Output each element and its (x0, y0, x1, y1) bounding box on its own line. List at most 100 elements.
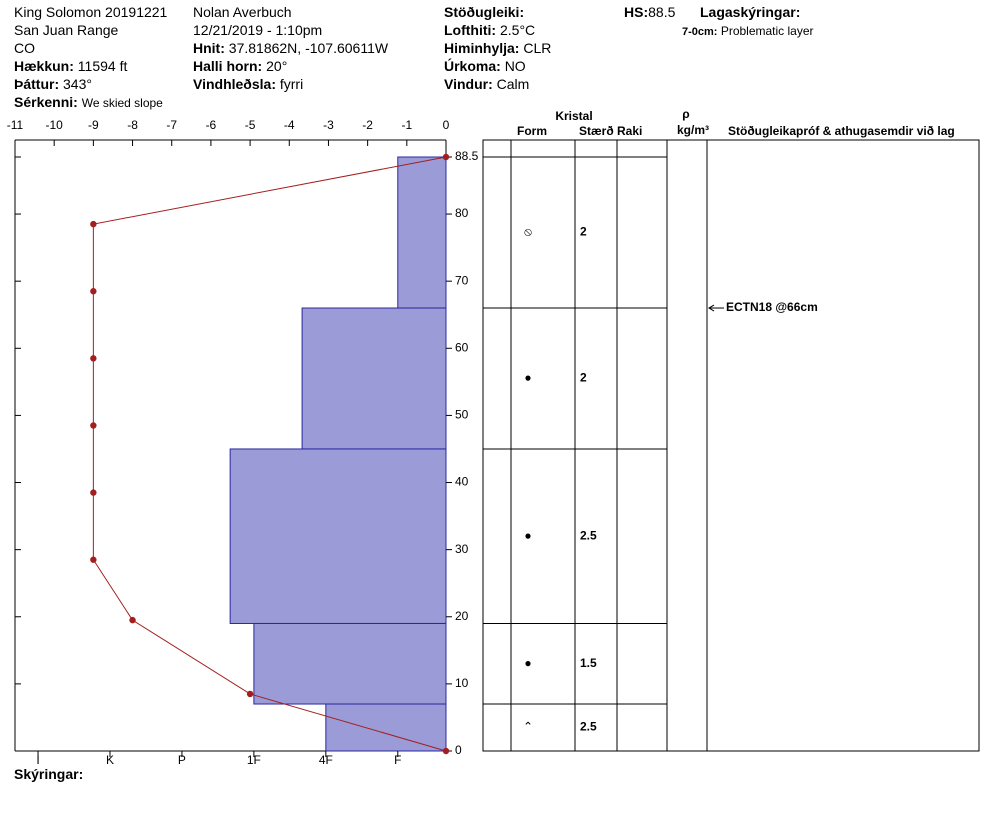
hardness-tick-label: I (36, 753, 39, 767)
hardness-tick-label: P (178, 753, 186, 767)
label: Skýringar: (14, 766, 84, 782)
layer-bar (253, 622, 447, 705)
col-header: Stærð (579, 124, 614, 138)
grain-size: 2 (580, 225, 587, 239)
temperature-point (90, 288, 97, 295)
grain-size: 2.5 (580, 528, 597, 542)
label: Lofthiti: (444, 22, 497, 38)
layer-notes-title: Lagaskýringar: (700, 3, 800, 21)
date: 12/21/2019 - 1:10pm (193, 22, 323, 38)
table-frame (482, 139, 980, 752)
observer: Nolan Averbuch (193, 4, 292, 20)
temperature-point (90, 355, 97, 362)
value: 11594 ft (77, 58, 128, 74)
precip: Úrkoma: NO (444, 57, 551, 75)
elevation: Hækkun: 11594 ft (14, 57, 167, 75)
label: Stöðugleiki: (444, 4, 525, 20)
y-tick-label: 60 (455, 340, 469, 354)
wind: Vindur: Calm (444, 75, 551, 93)
layer-bar (301, 307, 447, 450)
value: 88.5 (648, 4, 676, 20)
label: Sérkenni: (14, 94, 78, 110)
temperature-point (129, 616, 136, 624)
x-tick-label: -9 (88, 118, 99, 132)
label: Himinhylja: (444, 40, 520, 56)
note: Problematic layer (720, 24, 814, 38)
y-tick-label: 70 (455, 273, 469, 287)
state: CO (14, 40, 35, 56)
x-tick-label: 0 (443, 118, 450, 132)
label: Vindhleðsla: (193, 76, 276, 92)
temperature-point (246, 690, 254, 698)
label: Hækkun: (14, 58, 74, 74)
y-tick-label: 50 (455, 408, 469, 422)
layer-bar (325, 703, 447, 752)
value: We skied slope (81, 96, 163, 110)
y-tick-label: 30 (455, 542, 469, 556)
x-tick-label: -1 (401, 118, 412, 132)
temperature-point (90, 556, 97, 563)
x-tick-label: -3 (323, 118, 334, 132)
hardness-tick-label: 4F (319, 753, 333, 767)
layer-note: 7-0cm: Problematic layer (682, 22, 814, 41)
range: 7-0cm: (682, 26, 718, 38)
y-tick-label: 88.5 (455, 149, 479, 163)
header-col2: Nolan Averbuch 12/21/2019 - 1:10pm Hnit:… (193, 3, 388, 93)
layer-bar (397, 156, 447, 309)
col-header: kg/m³ (677, 123, 709, 137)
y-tick-label: 0 (455, 743, 462, 757)
grain-form: ● (524, 656, 531, 670)
value: 343° (63, 76, 92, 92)
y-tick-label: 40 (455, 475, 469, 489)
feature: Sérkenni: We skied slope (14, 93, 167, 112)
slope: Halli horn: 20° (193, 57, 388, 75)
range: San Juan Range (14, 22, 119, 38)
value: 37.81862N, -107.60611W (228, 40, 389, 56)
sky: Himinhylja: CLR (444, 39, 551, 57)
x-tick-label: -4 (284, 118, 295, 132)
label: Úrkoma: (444, 58, 501, 74)
col-header: Stöðugleikapróf & athugasemdir við lag (728, 124, 955, 138)
temperature-line (92, 156, 447, 752)
y-tick-label: 20 (455, 609, 469, 623)
col-header: ρ (682, 107, 689, 121)
test-label: ECTN18 @66cm (726, 300, 818, 314)
grain-form: ⦸ (524, 225, 532, 239)
header-col1: King Solomon 20191221 San Juan Range CO … (14, 3, 167, 112)
temperature-point (442, 153, 450, 161)
grain-size: 1.5 (580, 656, 597, 670)
wind-loading: Vindhleðsla: fyrri (193, 75, 388, 93)
grain-size: 2 (580, 371, 587, 385)
grain-form: ⌃ (523, 720, 533, 734)
hardness-tick-label: F (394, 753, 401, 767)
label: Þáttur: (14, 76, 60, 92)
y-tick-label: 80 (455, 206, 469, 220)
col-header: Raki (617, 124, 642, 138)
value: 2.5°C (499, 22, 536, 38)
air-temp: Lofthiti: 2.5°C (444, 21, 551, 39)
x-tick-label: -5 (245, 118, 256, 132)
label: Halli horn: (193, 58, 263, 74)
temperature-point (90, 220, 97, 228)
col-header: Form (517, 124, 547, 138)
stability: Stöðugleiki: (444, 3, 551, 21)
grain-form: ● (524, 528, 531, 542)
test-arrowhead (708, 304, 715, 312)
label: Vindur: (444, 76, 493, 92)
temperature-point (90, 489, 97, 496)
x-tick-label: -11 (7, 118, 24, 132)
value: fyrri (279, 76, 304, 92)
grain-form: ● (524, 371, 531, 385)
value: 20° (266, 58, 288, 74)
label: Hnit: (193, 40, 225, 56)
x-tick-label: -8 (127, 118, 138, 132)
col-header: Kristal (555, 109, 592, 123)
x-tick-label: -10 (46, 118, 64, 132)
value: CLR (523, 40, 552, 56)
hardness-tick-label: 1F (247, 753, 261, 767)
aspect: Þáttur: 343° (14, 75, 167, 93)
coords: Hnit: 37.81862N, -107.60611W (193, 39, 388, 57)
temperature-point (90, 422, 97, 429)
hardness-tick-label: K (106, 753, 114, 767)
